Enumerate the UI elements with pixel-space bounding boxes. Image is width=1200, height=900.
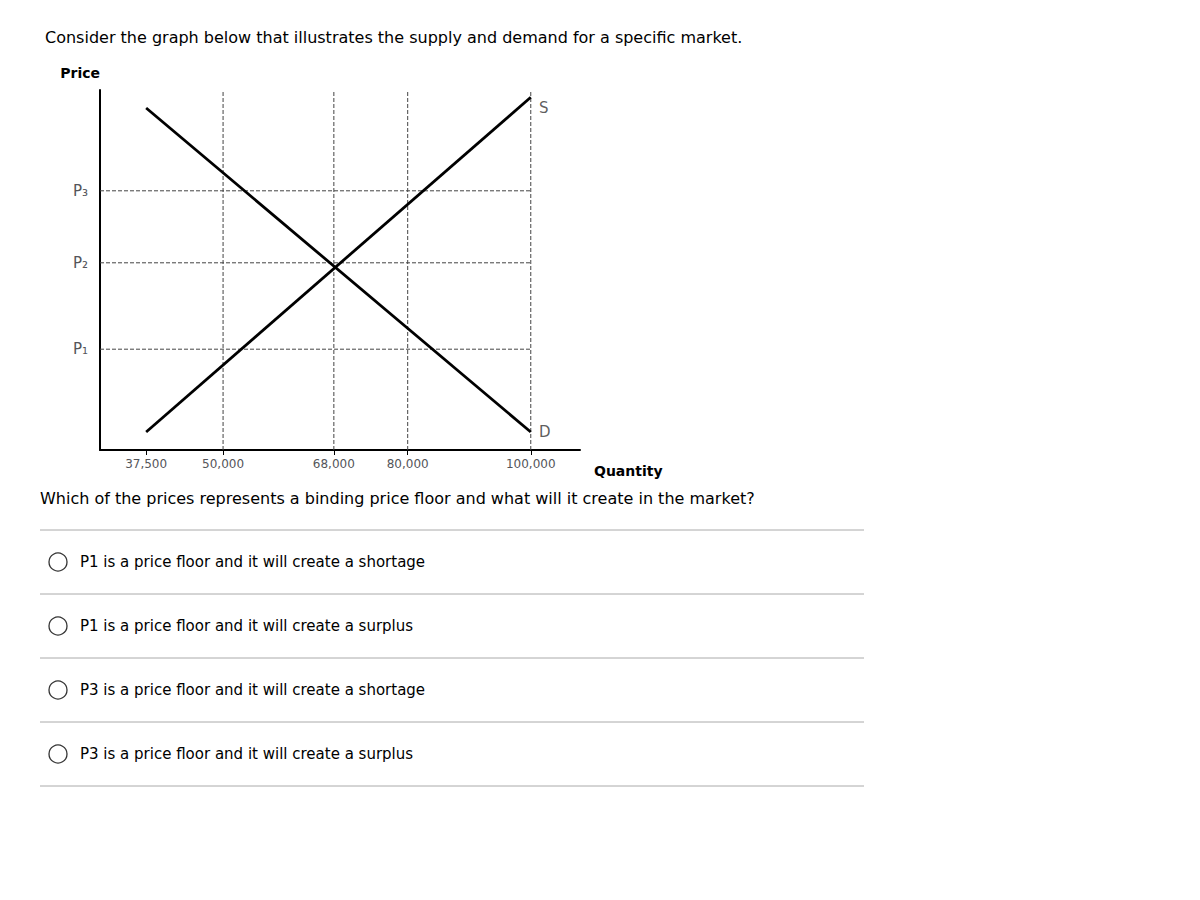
svg-text:P₂: P₂ — [73, 254, 88, 272]
svg-text:P₃: P₃ — [73, 182, 88, 200]
svg-text:50,000: 50,000 — [202, 457, 244, 471]
svg-text:100,000: 100,000 — [506, 457, 556, 471]
svg-text:Which of the prices represents: Which of the prices represents a binding… — [40, 489, 755, 508]
svg-text:P1 is a price floor and it wil: P1 is a price floor and it will create a… — [80, 617, 413, 635]
svg-text:P₁: P₁ — [73, 340, 88, 358]
svg-text:68,000: 68,000 — [313, 457, 355, 471]
svg-text:80,000: 80,000 — [387, 457, 429, 471]
svg-text:37,500: 37,500 — [125, 457, 167, 471]
svg-text:Price: Price — [60, 65, 100, 81]
svg-text:P3 is a price floor and it wil: P3 is a price floor and it will create a… — [80, 745, 413, 763]
svg-text:Quantity: Quantity — [594, 463, 663, 479]
svg-text:S: S — [539, 99, 549, 117]
svg-text:Consider the graph below that: Consider the graph below that illustrate… — [45, 28, 742, 47]
svg-text:D: D — [539, 423, 551, 441]
svg-text:P3 is a price floor and it wil: P3 is a price floor and it will create a… — [80, 681, 425, 699]
svg-text:P1 is a price floor and it wil: P1 is a price floor and it will create a… — [80, 553, 425, 571]
